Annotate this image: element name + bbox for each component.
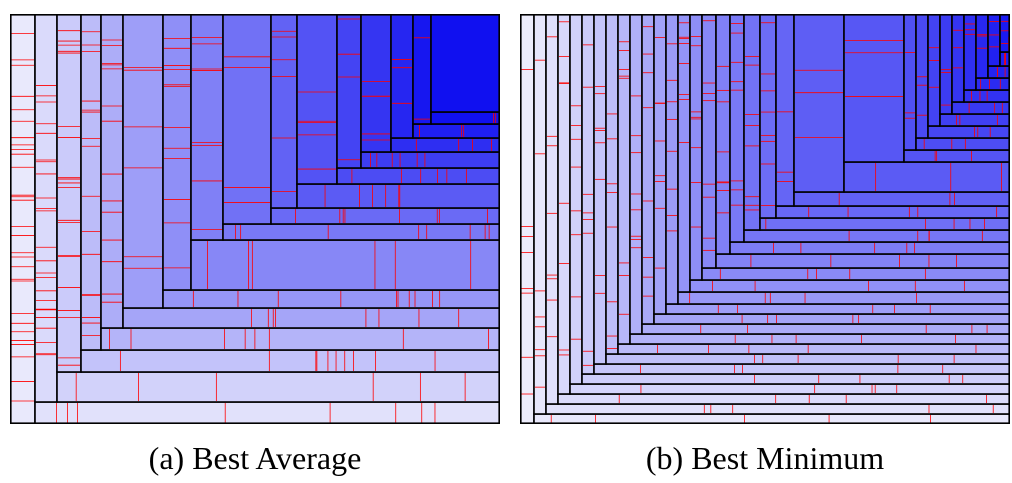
treemap-a-cell [56,371,500,403]
treemap-b-cell [629,333,1010,345]
treemap-a-frame [10,14,500,424]
treemap-a-cell [100,327,500,351]
treemap-a-cell [390,137,500,153]
treemap-b-cell [653,313,1010,325]
treemap-best-average [10,14,500,424]
treemap-b-cell [689,279,1010,293]
treemap-best-minimum [520,14,1010,424]
treemap-a-cell [34,401,500,424]
treemap-b-cell [593,14,607,365]
treemap-b-cell [927,14,941,127]
treemap-b-cell [641,323,1010,335]
treemap-b-cell [715,14,731,255]
treemap-a-cell [336,14,362,169]
treemap-b-canvas [520,14,1010,424]
treemap-b-cell [569,383,1010,395]
treemap-b-cell [987,65,1010,79]
treemap-a-cell [56,14,82,373]
treemap-b-cell [903,149,1010,163]
treemap-b-cell [939,14,953,115]
treemap-a-cell [80,349,500,373]
treemap-b-cell [557,393,1010,405]
treemap-b-cell [569,14,583,385]
caption-best-average: (a) Best Average [148,440,362,476]
treemap-b-cell [701,14,717,269]
treemap-a-core-cell [430,14,500,113]
treemap-b-cell [617,14,631,345]
treemap-b-cell [793,191,1010,207]
treemap-b-cell [653,14,667,315]
treemap-b-cell [999,14,1010,53]
treemap-a-cell [412,123,500,139]
treemap-b-cell [593,363,1010,375]
treemap-b-cell [557,14,571,395]
treemap-b-cell [581,373,1010,385]
treemap-a-cell [296,14,338,185]
treemap-b-cell [520,14,535,424]
treemap-b-cell [843,161,1010,193]
treemap-b-frame [520,14,1010,424]
treemap-b-cell [729,241,1010,255]
treemap-a-cell [336,167,500,185]
treemap-a-cell [412,14,432,125]
treemap-b-cell [743,229,1010,243]
treemap-b-cell [677,14,691,293]
treemap-a-cell [10,14,36,424]
treemap-a-cell [270,14,298,209]
treemap-b-cell [939,113,1010,127]
treemap-b-cell [843,14,905,163]
treemap-b-cell [677,291,1010,305]
treemap-a-cell [360,151,500,169]
treemap-b-cell [951,14,965,103]
treemap-a-cell [122,14,164,309]
treemap-a-cell [390,14,414,139]
treemap-b-cell [743,14,761,231]
treemap-a-cell [190,239,500,291]
treemap-b-cell [715,253,1010,269]
treemap-a-cell [222,223,500,241]
treemap-b-cell [729,14,745,243]
treemap-b-cell [605,353,1010,365]
treemap-b-cell [775,14,795,207]
treemap-b-cell [793,14,845,193]
treemap-b-cell [915,137,1010,151]
treemap-a-cell [190,14,224,241]
treemap-a-cell [222,14,272,225]
treemap-b-cell [545,403,1010,415]
treemap-a-cell [100,14,124,329]
treemap-a-cell [360,14,392,153]
treemap-b-cell [963,14,977,91]
treemap-b-cell [903,14,917,151]
treemap-a-cell [34,14,58,403]
treemap-b-cell [545,14,559,405]
treemap-b-cell [915,14,929,139]
treemap-b-cell [617,343,1010,355]
treemap-b-cell [533,14,547,415]
treemap-b-cell [689,14,703,281]
treemap-b-cell [665,303,1010,315]
treemap-b-cell [975,77,1010,91]
treemap-a-cell [162,289,500,309]
treemap-b-cell [951,101,1010,115]
treemap-a-cell [162,14,192,291]
treemap-b-cell [775,205,1010,219]
treemap-b-cell [629,14,643,335]
treemap-a-cell [122,307,500,329]
treemap-a-cell [80,14,102,351]
treemap-b-cell [927,125,1010,139]
treemap-b-cell [759,14,777,219]
treemap-a-cell [430,111,500,125]
treemap-a-canvas [10,14,500,424]
caption-best-minimum: (b) Best Minimum [645,440,885,476]
treemap-b-cell [759,217,1010,231]
treemap-b-cell [701,267,1010,281]
treemap-b-cell [975,14,989,79]
treemap-b-cell [665,14,679,305]
treemap-a-cell [270,207,500,225]
